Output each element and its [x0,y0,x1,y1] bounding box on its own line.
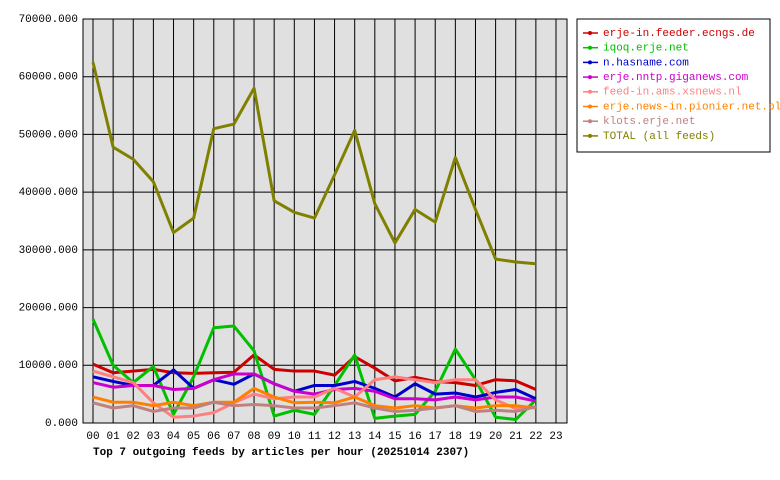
legend-label: klots.erje.net [603,116,695,128]
chart-title: Top 7 outgoing feeds by articles per hou… [93,447,469,459]
x-tick-label: 05 [187,431,200,443]
x-tick-label: 13 [348,431,361,443]
legend-box [576,18,771,153]
legend-marker [588,75,592,80]
legend-marker [588,31,592,35]
x-tick-label: 00 [86,431,99,443]
x-tick-label: 03 [147,431,160,443]
series-line [91,318,537,422]
legend-label: iqoq.erje.net [603,43,689,55]
x-tick-label: 07 [227,431,240,443]
series-line [92,369,536,419]
legend-marker [588,60,592,65]
x-tick-label: 16 [408,431,421,443]
x-tick-label: 10 [288,431,301,443]
legend-marker [588,119,592,124]
legend-label: feed-in.ams.xsnews.nl [603,87,742,99]
legend-label: erje.news-in.pionier.net.pl [603,101,780,113]
x-tick-label: 01 [107,431,121,443]
x-tick-label: 19 [469,431,482,443]
x-tick-label: 11 [308,431,322,443]
x-tick-label: 18 [449,431,462,443]
x-tick-label: 23 [549,431,562,443]
x-tick-label: 04 [167,431,181,443]
x-tick-label: 15 [388,431,401,443]
y-tick-label: 50000.000 [19,129,78,141]
legend-label: erje-in.feeder.ecngs.de [603,28,755,40]
x-tick-label: 22 [529,431,542,443]
y-tick-label: 10000.000 [19,360,78,372]
y-tick-label: 0.000 [45,418,78,430]
x-tick-label: 20 [489,431,502,443]
y-tick-label: 40000.000 [19,187,78,199]
plot-area [82,18,568,424]
x-tick-label: 06 [207,431,220,443]
legend-marker [588,45,592,50]
series-line [92,353,537,391]
legend-label: TOTAL (all feeds) [603,131,715,143]
legend-marker [588,104,592,109]
series-line [92,372,537,403]
legend-label: erje.nntp.giganews.com [603,72,749,84]
series-line [92,368,537,401]
legend-marker [588,89,592,94]
x-tick-label: 21 [509,431,523,443]
x-tick-label: 17 [429,431,442,443]
y-tick-label: 60000.000 [19,72,78,84]
legend-marker [588,133,592,138]
x-tick-label: 08 [247,431,260,443]
x-tick-label: 14 [368,431,382,443]
y-tick-label: 70000.000 [19,14,78,26]
series-line [92,400,537,413]
legend-label: n.hasname.com [603,57,689,69]
x-tick-label: 09 [268,431,281,443]
series-line [91,61,536,266]
x-tick-label: 12 [328,431,341,443]
y-tick-label: 30000.000 [19,245,78,257]
x-tick-label: 02 [127,431,140,443]
y-tick-label: 20000.000 [19,302,78,314]
